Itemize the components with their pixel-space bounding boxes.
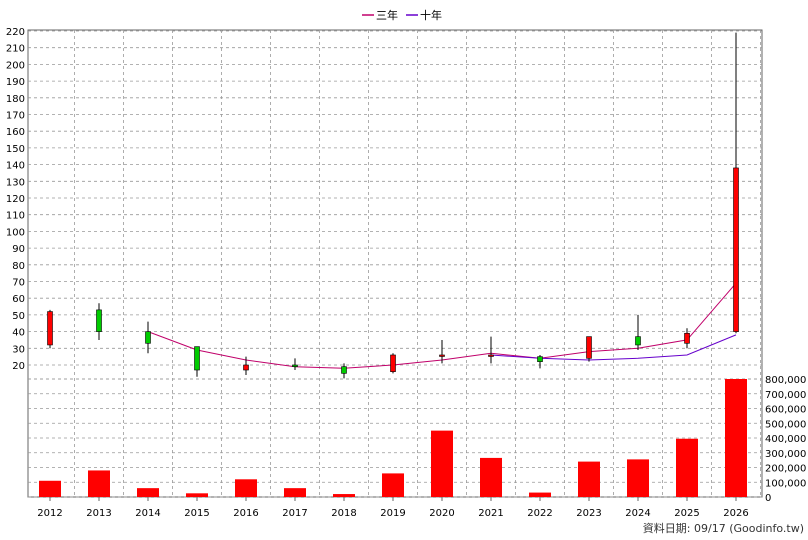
price-tick-label: 180 xyxy=(6,94,25,105)
candle-body xyxy=(292,364,298,367)
x-tick-label: 2014 xyxy=(135,508,160,519)
candle-body xyxy=(684,332,690,344)
candle-body xyxy=(96,309,102,332)
x-tick-label: 2016 xyxy=(233,508,258,519)
price-tick-label: 30 xyxy=(12,344,25,355)
volume-bar xyxy=(529,492,551,497)
x-tick-label: 2022 xyxy=(527,508,552,519)
price-tick-label: 160 xyxy=(6,127,25,138)
candle-body xyxy=(733,167,739,332)
volume-tick-label: 200,000 xyxy=(765,464,806,475)
plot-frame xyxy=(27,29,763,498)
volume-bar xyxy=(725,379,747,497)
x-tick-label: 2018 xyxy=(331,508,356,519)
price-tick-label: 190 xyxy=(6,77,25,88)
x-tick-label: 2023 xyxy=(576,508,601,519)
volume-bar xyxy=(137,488,159,497)
legend: 三年 十年 xyxy=(362,8,442,22)
price-tick-label: 170 xyxy=(6,111,25,122)
ma-line xyxy=(490,334,737,361)
candle-body xyxy=(145,331,151,344)
price-tick-label: 120 xyxy=(6,194,25,205)
candle-body xyxy=(439,354,445,357)
candle-body xyxy=(488,354,494,357)
volume-tick-label: 500,000 xyxy=(765,419,806,430)
volume-bar xyxy=(382,473,404,497)
price-tick-label: 150 xyxy=(6,144,25,155)
x-tick-label: 2012 xyxy=(37,508,62,519)
volume-bar xyxy=(431,430,453,497)
price-tick-label: 20 xyxy=(12,361,25,372)
x-tick-label: 2026 xyxy=(723,508,748,519)
volume-bar xyxy=(676,438,698,497)
x-tick-label: 2020 xyxy=(429,508,454,519)
candle-body xyxy=(341,366,347,374)
x-tick-label: 2021 xyxy=(478,508,503,519)
candle-body xyxy=(390,354,396,372)
x-tick-label: 2017 xyxy=(282,508,307,519)
volume-bar xyxy=(627,459,649,497)
price-tick-label: 130 xyxy=(6,177,25,188)
volume-bar xyxy=(333,494,355,497)
legend-label: 三年 xyxy=(376,8,398,22)
price-tick-label: 90 xyxy=(12,244,25,255)
price-tick-label: 40 xyxy=(12,328,25,339)
price-tick-label: 80 xyxy=(12,261,25,272)
candle-body xyxy=(586,336,592,359)
price-tick-label: 50 xyxy=(12,311,25,322)
x-tick-label: 2025 xyxy=(674,508,699,519)
volume-tick-label: 400,000 xyxy=(765,434,806,445)
x-tick-label: 2024 xyxy=(625,508,650,519)
legend-label: 十年 xyxy=(420,8,442,22)
price-tick-label: 60 xyxy=(12,294,25,305)
candle-body xyxy=(537,356,543,362)
volume-bar xyxy=(480,457,502,497)
x-tick-label: 2013 xyxy=(86,508,111,519)
volume-bar xyxy=(39,480,61,497)
volume-bar xyxy=(284,488,306,497)
volume-tick-label: 0 xyxy=(765,493,771,504)
price-tick-label: 210 xyxy=(6,44,25,55)
volume-bar xyxy=(578,461,600,497)
volume-tick-label: 100,000 xyxy=(765,478,806,489)
candle-body xyxy=(243,364,249,371)
x-tick-label: 2015 xyxy=(184,508,209,519)
volume-tick-label: 700,000 xyxy=(765,390,806,401)
volume-tick-label: 800,000 xyxy=(765,375,806,386)
volume-bar xyxy=(186,493,208,497)
candle-body xyxy=(194,346,200,371)
price-tick-label: 220 xyxy=(6,27,25,38)
price-tick-label: 200 xyxy=(6,60,25,71)
price-tick-label: 100 xyxy=(6,227,25,238)
price-tick-label: 110 xyxy=(6,211,25,222)
volume-bar xyxy=(88,470,110,497)
candle-body xyxy=(635,336,641,346)
volume-tick-label: 300,000 xyxy=(765,449,806,460)
volume-bar xyxy=(235,479,257,497)
volume-tick-label: 600,000 xyxy=(765,405,806,416)
price-tick-label: 70 xyxy=(12,278,25,289)
data-date-footer: 資料日期: 09/17 (Goodinfo.tw) xyxy=(643,521,804,535)
price-tick-label: 140 xyxy=(6,161,25,172)
candle-body xyxy=(47,311,53,346)
x-tick-label: 2019 xyxy=(380,508,405,519)
